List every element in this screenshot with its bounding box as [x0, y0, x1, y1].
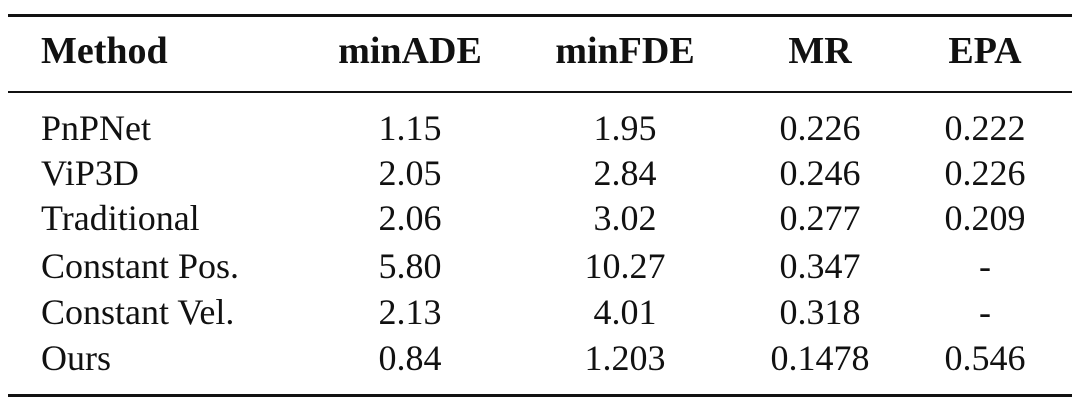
minade-cell: 5.80: [378, 246, 442, 286]
table-bottom-rule: [8, 394, 1072, 397]
minfde-cell: 1.95: [593, 108, 657, 148]
minade-cell: 1.15: [378, 108, 442, 148]
minfde-cell: 4.01: [593, 292, 657, 332]
table-row: Constant Pos. 5.80 10.27 0.347 -: [0, 248, 1080, 288]
table-row: PnPNet 1.15 1.95 0.226 0.222: [0, 110, 1080, 150]
header-method: Method: [41, 30, 168, 72]
mr-cell: 0.226: [779, 108, 861, 148]
mr-cell: 0.246: [779, 153, 861, 193]
epa-cell: 0.226: [944, 153, 1026, 193]
epa-cell: -: [979, 292, 991, 332]
minfde-cell: 10.27: [584, 246, 666, 286]
table-header-rule: [8, 91, 1072, 93]
mr-cell: 0.347: [779, 246, 861, 286]
table-row: Traditional 2.06 3.02 0.277 0.209: [0, 200, 1080, 240]
minfde-cell: 3.02: [593, 198, 657, 238]
epa-cell: -: [979, 246, 991, 286]
table-row: Constant Vel. 2.13 4.01 0.318 -: [0, 294, 1080, 334]
mr-cell: 0.1478: [770, 338, 870, 378]
minade-cell: 2.05: [378, 153, 442, 193]
header-epa: EPA: [948, 30, 1022, 72]
header-mr: MR: [788, 30, 852, 72]
mr-cell: 0.318: [779, 292, 861, 332]
method-cell: Traditional: [41, 198, 200, 238]
table-row: Ours 0.84 1.203 0.1478 0.546: [0, 340, 1080, 380]
minade-cell: 0.84: [378, 338, 442, 378]
minfde-cell: 1.203: [584, 338, 666, 378]
method-cell: Constant Pos.: [41, 246, 240, 286]
epa-cell: 0.209: [944, 198, 1026, 238]
table-top-rule: [8, 14, 1072, 17]
method-cell: Constant Vel.: [41, 292, 235, 332]
header-minade: minADE: [338, 30, 482, 72]
table-row: ViP3D 2.05 2.84 0.246 0.226: [0, 155, 1080, 195]
minade-cell: 2.06: [378, 198, 442, 238]
epa-cell: 0.546: [944, 338, 1026, 378]
epa-cell: 0.222: [944, 108, 1026, 148]
method-cell: ViP3D: [41, 153, 139, 193]
header-minfde: minFDE: [555, 30, 695, 72]
mr-cell: 0.277: [779, 198, 861, 238]
minade-cell: 2.13: [378, 292, 442, 332]
method-cell: Ours: [41, 338, 111, 378]
method-cell: PnPNet: [41, 108, 152, 148]
minfde-cell: 2.84: [593, 153, 657, 193]
